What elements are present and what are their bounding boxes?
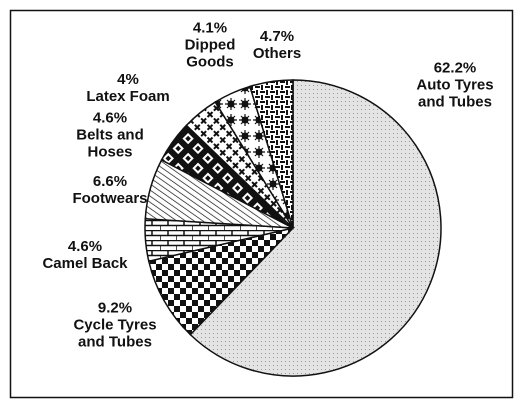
slice-label: 4% Latex Foam — [73, 71, 183, 105]
slice-label: 6.6% Footwears — [55, 173, 165, 207]
slice-value-label: 6.6% — [92, 173, 128, 190]
pie-slice — [248, 79, 294, 229]
slice-value-label: 62.2% — [433, 59, 477, 77]
slice-value-label: 4% — [117, 71, 139, 88]
slice-category-label: Others — [252, 45, 302, 62]
slice-value-label: 4.7% — [259, 28, 295, 45]
slice-value-label: 4.6% — [67, 238, 103, 255]
slice-value-label: 9.2% — [97, 299, 133, 317]
slice-label: 4.7% Others — [242, 28, 312, 62]
pie-slice — [147, 226, 296, 336]
slice-value-label: 4.1% — [192, 19, 228, 37]
slice-label: 62.2% Auto Tyres and Tubes — [413, 60, 498, 111]
slice-category-label: Belts and Hoses — [76, 126, 144, 161]
slice-label: 9.2% Cycle Tyres and Tubes — [70, 300, 160, 351]
pie — [144, 79, 442, 377]
slice-category-label: Dipped Goods — [184, 36, 236, 71]
slice-label: 4.6% Belts and Hoses — [73, 110, 148, 161]
pie-slice — [189, 79, 442, 377]
frame — [9, 9, 514, 399]
slice-label: 4.6% Camel Back — [30, 238, 140, 272]
slice-category-label: Latex Foam — [86, 88, 170, 105]
slice-label: 4.1% Dipped Goods — [183, 20, 238, 71]
slice-category-label: Footwears — [72, 190, 148, 207]
slice-category-label: Camel Back — [42, 255, 128, 272]
slice-category-label: Cycle Tyres and Tubes — [73, 316, 157, 351]
slice-category-label: Auto Tyres and Tubes — [416, 76, 494, 111]
slice-value-label: 4.6% — [92, 109, 128, 127]
